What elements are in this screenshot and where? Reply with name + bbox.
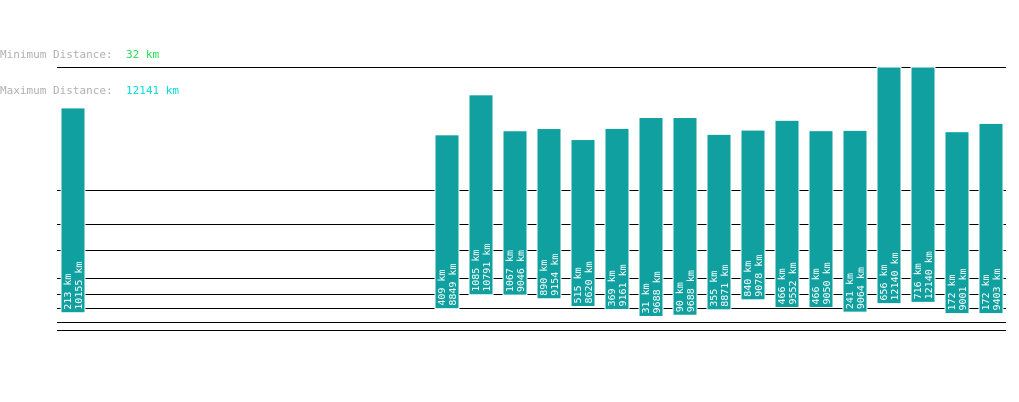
bar-end-label: 9552 km — [788, 262, 799, 304]
bar-end-label: 9403 km — [992, 268, 1003, 310]
distance-bar — [570, 139, 596, 307]
bar-group: 172 km 9403 km — [978, 122, 1004, 315]
bar-group: 172 km 9001 km — [944, 131, 970, 315]
bar-group: 409 km 8849 km — [434, 134, 460, 310]
bar-end-label: 9161 km — [618, 264, 629, 306]
bar-end-label: 12140 km — [890, 252, 901, 300]
distance-bar — [502, 130, 528, 296]
distance-bar — [978, 122, 1004, 315]
maximum-distance-value: 12141 km — [126, 84, 179, 97]
bar-group: 31 km 9688 km — [638, 117, 664, 317]
distance-bar — [876, 66, 902, 305]
distance-bar — [944, 131, 970, 315]
bar-start-label: 241 km — [845, 273, 856, 309]
distance-bar — [808, 130, 834, 309]
bar-start-label: 213 km — [63, 274, 74, 310]
distance-bar — [604, 127, 630, 311]
bar-group: 515 km 8620 km — [570, 139, 596, 307]
bar-end-label: 8849 km — [448, 264, 459, 306]
bar-start-label: 466 km — [777, 268, 788, 304]
bar-start-label: 840 km — [743, 261, 754, 297]
bar-group: 241 km 9064 km — [842, 129, 868, 313]
distance-bar — [638, 117, 664, 317]
bar-start-label: 90 km — [675, 282, 686, 312]
bar-end-label: 9001 km — [958, 268, 969, 310]
bar-start-label: 716 km — [913, 263, 924, 299]
bar-end-label: 12140 km — [924, 251, 935, 299]
distance-summary: Minimum Distance: 32 km Maximum Distance:… — [0, 25, 179, 109]
bar-group: 840 km 9078 km — [740, 129, 766, 301]
bar-group: 90 km 9688 km — [672, 117, 698, 316]
distance-bar — [536, 128, 562, 300]
bar-end-label: 8620 km — [584, 261, 595, 303]
minimum-distance-row: Minimum Distance: 32 km — [0, 49, 179, 61]
bar-start-label: 1067 km — [505, 250, 516, 292]
maximum-distance-row: Maximum Distance: 12141 km — [0, 85, 179, 97]
distance-bar — [468, 94, 494, 296]
distance-bar — [706, 133, 732, 311]
bar-end-label: 10155 km — [74, 262, 85, 310]
bar-end-label: 9050 km — [822, 262, 833, 304]
bar-end-label: 8871 km — [720, 265, 731, 307]
bar-end-label: 10791 km — [482, 244, 493, 292]
bar-end-label: 9046 km — [516, 250, 527, 292]
bar-group: 716 km 12140 km — [910, 66, 936, 303]
bar-group: 213 km 10155 km — [60, 107, 86, 314]
minimum-distance-value: 32 km — [126, 48, 160, 61]
distance-bar — [774, 119, 800, 309]
bar-end-label: 9064 km — [856, 267, 867, 309]
bar-start-label: 466 km — [811, 268, 822, 304]
bar-group: 890 km 9154 km — [536, 128, 562, 300]
bar-end-label: 9688 km — [652, 271, 663, 313]
bar-group: 355 km 8871 km — [706, 133, 732, 311]
maximum-distance-label: Maximum Distance: — [0, 84, 113, 97]
distance-bar — [842, 129, 868, 313]
distance-bar — [740, 129, 766, 301]
distance-bar — [60, 107, 86, 314]
bar-start-label: 355 km — [709, 271, 720, 307]
bar-start-label: 656 km — [879, 264, 890, 300]
bar-start-label: 31 km — [641, 283, 652, 313]
bar-end-label: 9688 km — [686, 270, 697, 312]
bar-group: 1085 km 10791 km — [468, 94, 494, 296]
bar-group: 656 km 12140 km — [876, 66, 902, 305]
bar-end-label: 9078 km — [754, 255, 765, 297]
distance-bar — [910, 66, 936, 303]
bar-start-label: 515 km — [573, 267, 584, 303]
bars: 213 km 10155 km 409 km 8849 km 1085 km 10791 … — [60, 66, 1004, 317]
bar-group: 1067 km 9046 km — [502, 130, 528, 296]
minimum-distance-label: Minimum Distance: — [0, 48, 113, 61]
bar-start-label: 409 km — [437, 270, 448, 306]
bar-group: 466 km 9552 km — [774, 119, 800, 309]
bar-start-label: 369 km — [607, 270, 618, 306]
distance-bar — [672, 117, 698, 316]
bar-start-label: 172 km — [947, 274, 958, 310]
bar-start-label: 172 km — [981, 274, 992, 310]
bar-start-label: 1085 km — [471, 250, 482, 292]
bar-group: 466 km 9050 km — [808, 130, 834, 309]
bar-end-label: 9154 km — [550, 254, 561, 296]
bar-start-label: 890 km — [539, 260, 550, 296]
distance-bar — [434, 134, 460, 310]
bar-group: 369 km 9161 km — [604, 127, 630, 311]
